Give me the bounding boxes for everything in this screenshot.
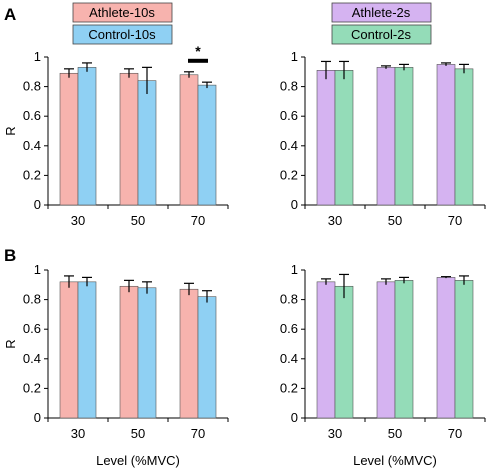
bar-athlete-2s bbox=[316, 281, 336, 419]
y-tick-label: 0.6 bbox=[280, 321, 298, 336]
bar-control-10s bbox=[137, 287, 157, 419]
bar-athlete-2s bbox=[376, 67, 396, 206]
bar-control-10s bbox=[77, 281, 97, 419]
y-tick-label: 1 bbox=[34, 49, 41, 64]
x-tick-label: 30 bbox=[71, 213, 85, 228]
legend-label-control-2s: Control-2s bbox=[351, 27, 411, 42]
x-axis-title: Level (%MVC) bbox=[96, 453, 180, 468]
x-tick-label: 70 bbox=[191, 213, 205, 228]
bar-athlete-10s bbox=[179, 288, 199, 419]
y-axis-title: R bbox=[3, 339, 18, 348]
bar-control-10s bbox=[137, 80, 157, 206]
x-tick-label: 50 bbox=[131, 426, 145, 441]
y-tick-label: 0.8 bbox=[280, 292, 298, 307]
bar-control-2s bbox=[454, 280, 474, 419]
legend-label-athlete-10s: Athlete-10s bbox=[89, 5, 155, 20]
bar-control-10s bbox=[197, 296, 217, 419]
bar-athlete-10s bbox=[179, 74, 199, 206]
y-tick-label: 0.2 bbox=[280, 380, 298, 395]
bar-control-2s bbox=[454, 68, 474, 206]
y-tick-label: 0.4 bbox=[23, 351, 41, 366]
chart-a-right: 0 0.2 0.4 0.6 0.8 1 30 50 70 bbox=[280, 49, 486, 228]
bar-athlete-2s bbox=[436, 64, 456, 206]
bar-control-10s bbox=[77, 67, 97, 206]
bar-control-2s bbox=[394, 67, 414, 206]
legend-right: Athlete-2s Control-2s bbox=[331, 2, 432, 45]
y-tick-label: 0.2 bbox=[23, 167, 41, 182]
x-tick-label: 50 bbox=[131, 213, 145, 228]
chart-a-left: 0 0.2 0.4 0.6 0.8 1 R 30 50 70 * bbox=[3, 43, 229, 228]
y-tick-label: 0.6 bbox=[23, 108, 41, 123]
y-tick-label: 0.2 bbox=[23, 380, 41, 395]
legend-label-control-10s: Control-10s bbox=[88, 27, 156, 42]
y-tick-label: 0 bbox=[291, 197, 298, 212]
y-tick-label: 0.8 bbox=[280, 79, 298, 94]
bar-athlete-10s bbox=[119, 285, 139, 419]
y-tick-label: 0 bbox=[291, 410, 298, 425]
y-tick-label: 0 bbox=[34, 410, 41, 425]
bar-athlete-10s bbox=[59, 281, 79, 419]
x-tick-label: 50 bbox=[388, 213, 402, 228]
x-tick-label: 70 bbox=[448, 213, 462, 228]
panel-label-b: B bbox=[4, 246, 16, 265]
legend-swatch-control-10s bbox=[72, 24, 173, 45]
y-tick-label: 1 bbox=[34, 262, 41, 277]
bar-control-2s bbox=[394, 280, 414, 419]
significance-star: * bbox=[195, 43, 201, 59]
x-tick-label: 30 bbox=[71, 426, 85, 441]
x-tick-label: 50 bbox=[388, 426, 402, 441]
panel-label-a: A bbox=[4, 5, 16, 24]
legend-label-athlete-2s: Athlete-2s bbox=[352, 5, 411, 20]
bar-athlete-10s bbox=[59, 72, 79, 206]
y-tick-label: 0.2 bbox=[280, 167, 298, 182]
y-tick-label: 0.6 bbox=[23, 321, 41, 336]
chart-b-right: 0 0.2 0.4 0.6 0.8 1 30 50 70 Level (%MVC) bbox=[280, 262, 486, 468]
bar-athlete-2s bbox=[436, 277, 456, 419]
y-tick-label: 0.4 bbox=[280, 351, 298, 366]
y-tick-label: 0.6 bbox=[280, 108, 298, 123]
x-tick-label: 30 bbox=[328, 213, 342, 228]
chart-b-left: 0 0.2 0.4 0.6 0.8 1 R 30 50 70 Level (%MVC) bbox=[3, 262, 229, 468]
legend-left: Athlete-10s Control-10s bbox=[72, 2, 173, 45]
y-tick-label: 1 bbox=[291, 49, 298, 64]
significance-bar bbox=[188, 58, 208, 63]
x-tick-label: 70 bbox=[448, 426, 462, 441]
y-tick-label: 0 bbox=[34, 197, 41, 212]
y-tick-label: 0.4 bbox=[280, 138, 298, 153]
y-tick-label: 0.8 bbox=[23, 292, 41, 307]
legend-swatch-athlete-10s bbox=[72, 2, 173, 23]
y-axis-title: R bbox=[3, 126, 18, 135]
x-tick-label: 30 bbox=[328, 426, 342, 441]
bar-control-2s bbox=[334, 285, 354, 419]
bar-athlete-2s bbox=[376, 281, 396, 419]
legend-swatch-athlete-2s bbox=[331, 2, 432, 23]
bar-control-10s bbox=[197, 84, 217, 206]
bar-control-2s bbox=[334, 70, 354, 206]
y-tick-label: 1 bbox=[291, 262, 298, 277]
legend-swatch-control-2s bbox=[331, 24, 432, 45]
y-tick-label: 0.8 bbox=[23, 79, 41, 94]
bar-athlete-2s bbox=[316, 70, 336, 206]
x-axis-title: Level (%MVC) bbox=[353, 453, 437, 468]
y-tick-label: 0.4 bbox=[23, 138, 41, 153]
bar-athlete-10s bbox=[119, 72, 139, 206]
x-tick-label: 70 bbox=[191, 426, 205, 441]
